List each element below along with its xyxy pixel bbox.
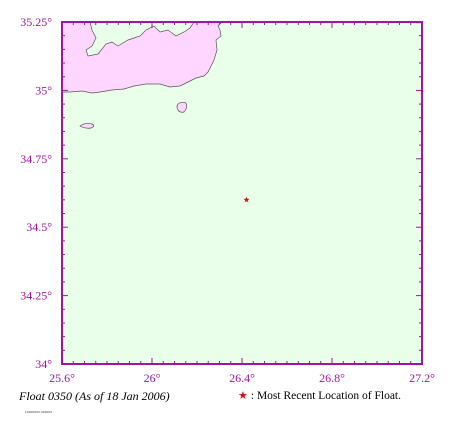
islet-1 <box>176 101 188 113</box>
map-caption-title: Float 0350 (As of 18 Jan 2006) <box>19 389 170 403</box>
north-coast-bay <box>85 21 195 57</box>
axis-tick-labels: 25.6° 26° 26.4° 26.8° 27.2° 35.25° 35° 34.75° 34… <box>20 15 435 385</box>
y-tick-label: 34° <box>35 357 52 371</box>
x-tick-label: 27.2° <box>409 371 435 385</box>
islet-0 <box>79 122 95 129</box>
star-icon: ★ <box>238 390 248 402</box>
x-tick-label: 26.4° <box>229 371 255 385</box>
map-frame <box>61 21 423 365</box>
float-location-marker <box>243 196 250 203</box>
x-tick-label: 26° <box>144 371 161 385</box>
y-tick-label: 35° <box>35 83 52 97</box>
map-legend: ★: Most Recent Location of Float. <box>238 389 401 402</box>
y-tick-label: 35.25° <box>20 15 52 29</box>
crete-coastline <box>61 21 223 129</box>
y-tick-label: 34.75° <box>20 152 52 166</box>
map-stamp: 19300000.000000 <box>25 410 53 414</box>
float-star-marker <box>243 196 250 203</box>
y-tick-label: 34.25° <box>20 289 52 303</box>
y-tick-label: 34.5° <box>26 220 52 234</box>
legend-text: : Most Recent Location of Float. <box>250 390 401 402</box>
x-tick-label: 25.6° <box>49 371 75 385</box>
x-tick-label: 26.8° <box>319 371 345 385</box>
